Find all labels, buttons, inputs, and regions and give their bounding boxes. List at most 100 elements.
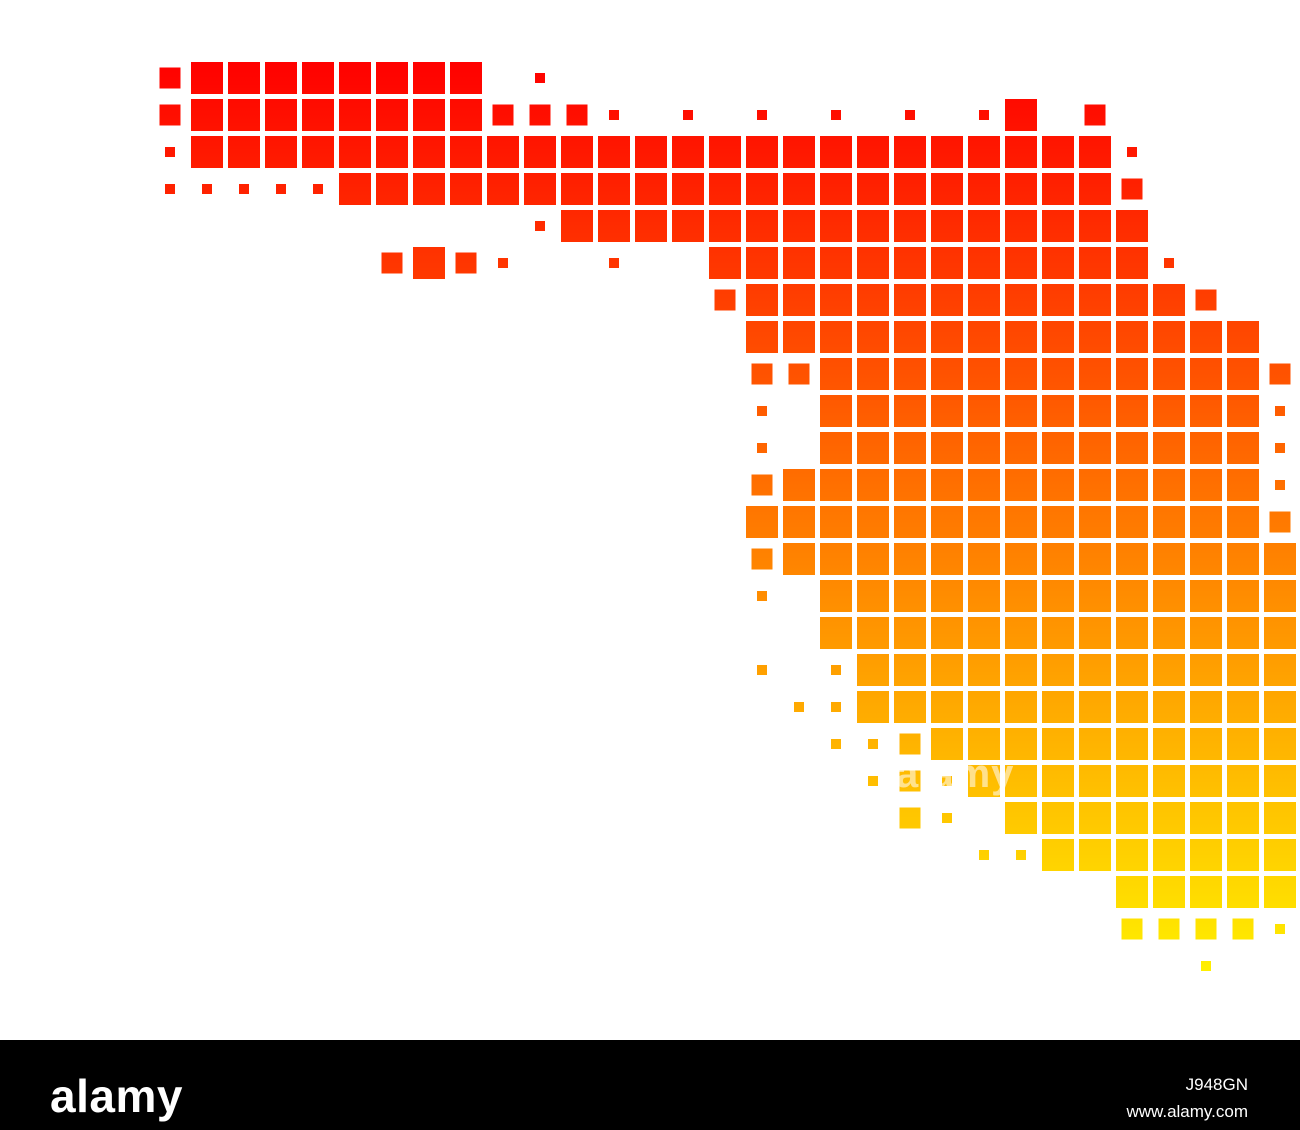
map-square [413,62,445,94]
map-square [1164,258,1174,268]
map-square [746,506,778,538]
map-square [1195,289,1217,311]
map-square [820,580,852,612]
map-square [1079,395,1111,427]
map-square [1227,876,1259,908]
map-square [783,506,815,538]
map-square [746,247,778,279]
map-square [894,395,926,427]
map-square [746,136,778,168]
map-square [894,617,926,649]
map-square [635,136,667,168]
map-square [857,543,889,575]
map-square [894,247,926,279]
map-square [1042,765,1074,797]
map-square [1153,876,1185,908]
map-square [1079,358,1111,390]
map-square [783,136,815,168]
map-square [1190,876,1222,908]
map-square [857,432,889,464]
map-square [1158,918,1180,940]
map-square [1153,580,1185,612]
map-square [968,506,1000,538]
map-square [968,728,1000,760]
map-square [1079,691,1111,723]
map-square [1190,506,1222,538]
map-square [931,210,963,242]
map-square [1227,691,1259,723]
map-square [1153,617,1185,649]
map-square [1116,876,1148,908]
map-square [709,173,741,205]
map-square [709,247,741,279]
map-square [979,110,989,120]
map-square [857,469,889,501]
map-square [931,284,963,316]
map-square [672,173,704,205]
map-square [857,210,889,242]
footer-logo: alamy [50,1070,183,1122]
map-square [820,506,852,538]
map-square [868,776,878,786]
map-square [894,321,926,353]
map-square [1195,918,1217,940]
map-square [450,136,482,168]
map-square [931,247,963,279]
map-square [714,289,736,311]
map-square [1116,691,1148,723]
map-canvas: alamy [159,62,1296,971]
map-square [931,691,963,723]
map-square [1079,469,1111,501]
map-square [751,474,773,496]
map-square [1005,802,1037,834]
map-square [339,99,371,131]
map-square [968,580,1000,612]
map-square [1227,765,1259,797]
map-square [894,210,926,242]
map-square [191,136,223,168]
map-square [598,210,630,242]
map-square [1190,802,1222,834]
map-square [1116,839,1148,871]
map-square [1042,543,1074,575]
map-square [1079,173,1111,205]
map-square [1079,765,1111,797]
map-square [1042,321,1074,353]
map-square [1042,358,1074,390]
map-square [1005,136,1037,168]
map-square [1121,918,1143,940]
map-square [1079,247,1111,279]
map-square [1005,543,1037,575]
map-square [783,321,815,353]
map-square [561,210,593,242]
map-square [1116,247,1148,279]
map-square [868,739,878,749]
map-square [529,104,551,126]
map-square [566,104,588,126]
map-square [820,469,852,501]
map-square [1079,506,1111,538]
map-square [820,543,852,575]
map-square [899,733,921,755]
map-square [1042,210,1074,242]
map-squares [159,62,1296,971]
map-square [1116,506,1148,538]
map-square [159,104,181,126]
map-square [1153,654,1185,686]
map-square [1005,247,1037,279]
map-square [709,136,741,168]
map-square [1153,432,1185,464]
map-square [1005,728,1037,760]
map-square [1153,728,1185,760]
map-square [968,654,1000,686]
map-square [1153,765,1185,797]
footer-url-text: www.alamy.com [1126,1102,1248,1121]
map-square [1116,395,1148,427]
map-square [1227,802,1259,834]
map-square [1116,543,1148,575]
map-square [1190,543,1222,575]
map-square [931,395,963,427]
map-square [276,184,286,194]
map-square [746,321,778,353]
map-square [1042,247,1074,279]
